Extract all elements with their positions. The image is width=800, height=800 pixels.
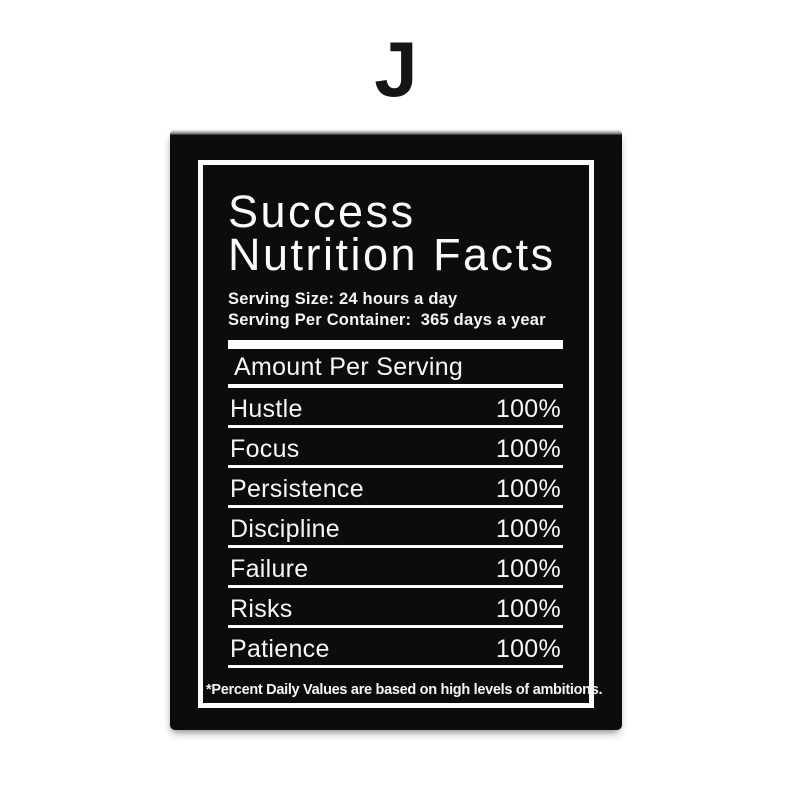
poster-inner-border: Success Nutrition Facts Serving Size: 24 … xyxy=(198,160,603,708)
daily-values-footnote: *Percent Daily Values are based on high … xyxy=(206,682,603,698)
row-label: Risks xyxy=(230,595,293,623)
serving-size-line: Serving Size: 24 hours a day xyxy=(228,290,458,308)
table-row: Persistence 100% xyxy=(228,468,563,508)
table-row: Risks 100% xyxy=(228,588,563,628)
poster-title-line2: Nutrition Facts xyxy=(228,229,556,280)
table-row: Hustle 100% xyxy=(228,388,563,428)
row-value: 100% xyxy=(495,555,561,583)
table-row: Focus 100% xyxy=(228,428,563,468)
thick-separator-bar xyxy=(228,340,563,349)
row-value: 100% xyxy=(495,595,561,623)
heading-divider xyxy=(228,384,563,388)
canvas-top-edge-highlight xyxy=(170,130,622,135)
serving-info: Serving Size: 24 hours a day Serving Per… xyxy=(228,289,563,331)
row-label: Hustle xyxy=(230,395,303,423)
facts-table: Hustle 100% Focus 100% Persistence 100% … xyxy=(228,388,563,668)
row-value: 100% xyxy=(495,515,561,543)
row-value: 100% xyxy=(495,635,561,663)
row-value: 100% xyxy=(495,435,561,463)
table-row: Patience 100% xyxy=(228,628,563,668)
variant-label: J xyxy=(374,25,418,113)
row-label: Focus xyxy=(230,435,300,463)
poster-canvas: Success Nutrition Facts Serving Size: 24 … xyxy=(170,130,622,730)
row-label: Discipline xyxy=(230,515,340,543)
poster-title-line1: Success xyxy=(228,186,416,237)
row-label: Failure xyxy=(230,555,309,583)
row-label: Patience xyxy=(230,635,330,663)
table-row: Failure 100% xyxy=(228,548,563,588)
table-row: Discipline 100% xyxy=(228,508,563,548)
row-value: 100% xyxy=(495,475,561,503)
row-value: 100% xyxy=(495,395,561,423)
poster-title: Success Nutrition Facts xyxy=(228,189,563,277)
row-label: Persistence xyxy=(230,475,364,503)
serving-per-container-line: Serving Per Container: 365 days a year xyxy=(228,311,546,329)
amount-per-serving-heading: Amount Per Serving xyxy=(234,353,464,381)
